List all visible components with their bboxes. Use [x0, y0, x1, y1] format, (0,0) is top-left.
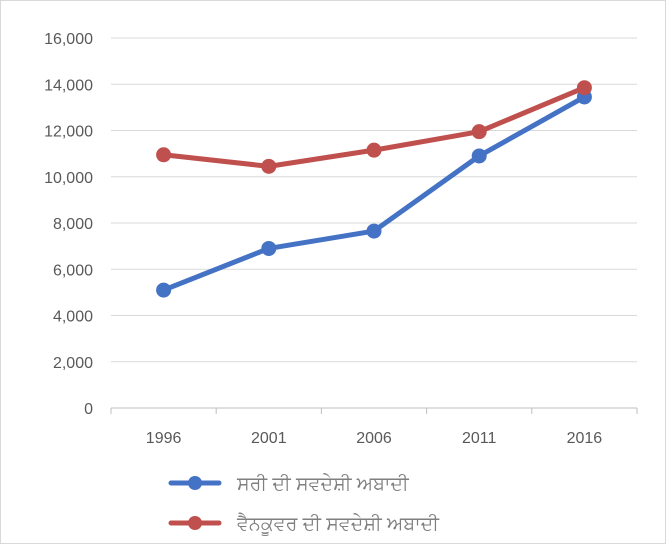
y-tick-label: 6,000 — [53, 262, 93, 279]
series-1-point — [471, 148, 487, 164]
y-tick-label: 0 — [84, 401, 93, 418]
series-1-point — [156, 282, 172, 298]
y-tick-label: 2,000 — [53, 355, 93, 372]
gridlines — [111, 37, 637, 363]
y-tick-label: 14,000 — [44, 77, 93, 94]
y-axis-ticks: 0 2,000 4,000 6,000 8,000 10,000 12,000 14,000 1… — [44, 31, 93, 418]
x-tick-label: 2001 — [251, 430, 287, 447]
series-2-point — [576, 80, 592, 96]
series-2-point — [366, 142, 382, 158]
series-1-point — [366, 223, 382, 239]
legend-marker-1 — [188, 476, 202, 490]
legend: ਸਰੀ ਦੀ ਸਵਦੇਸ਼ੀ ਅਬਾਦੀ ਵੈਨਕੂਵਰ ਦੀ ਸਵਦੇਸ਼ੀ ਅ… — [168, 473, 440, 537]
legend-label-2: ਵੈਨਕੂਵਰ ਦੀ ਸਵਦੇਸ਼ੀ ਅਬਾਦੀ — [236, 512, 440, 537]
x-tick-label: 2011 — [462, 430, 497, 447]
series-group — [156, 80, 592, 298]
y-tick-label: 16,000 — [44, 31, 93, 48]
x-tick-label: 2006 — [356, 430, 392, 447]
y-tick-label: 8,000 — [53, 216, 93, 233]
y-tick-label: 12,000 — [44, 124, 93, 141]
series-2-point — [471, 124, 487, 140]
x-axis — [110, 407, 638, 414]
y-tick-label: 10,000 — [44, 170, 93, 187]
x-tick-label: 2016 — [567, 430, 603, 447]
y-tick-label: 4,000 — [53, 309, 93, 326]
series-2-point — [156, 147, 172, 163]
series-line-1 — [161, 94, 587, 293]
legend-marker-2 — [188, 516, 202, 530]
legend-label-1: ਸਰੀ ਦੀ ਸਵਦੇਸ਼ੀ ਅਬਾਦੀ — [236, 473, 410, 495]
x-tick-label: 1996 — [146, 430, 182, 447]
series-1-point — [261, 240, 277, 256]
x-axis-ticks: 1996 2001 2006 2011 2016 — [146, 430, 602, 447]
series-2-point — [261, 158, 277, 174]
